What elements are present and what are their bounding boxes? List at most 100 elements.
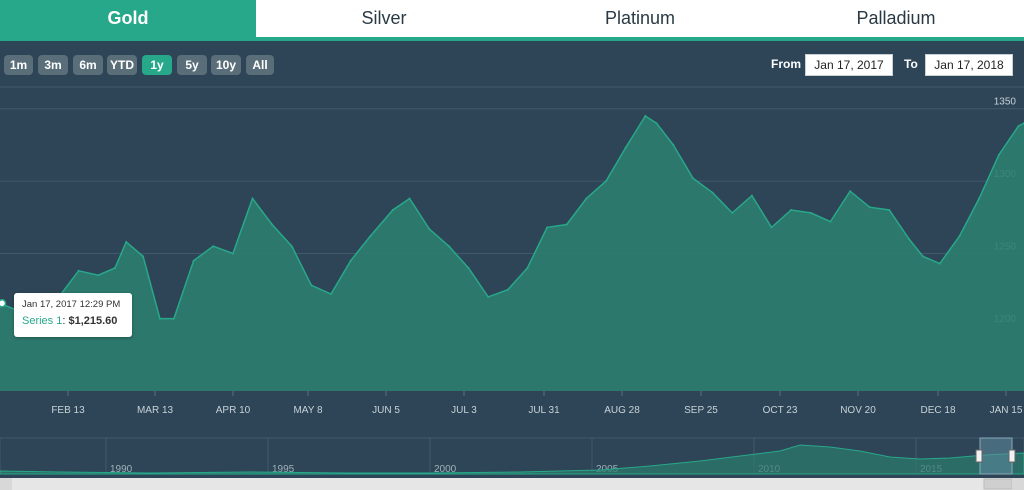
- x-tick-label: FEB 13: [51, 405, 85, 416]
- zoom-button-10y[interactable]: 10y: [211, 55, 241, 75]
- data-point: [790, 209, 793, 211]
- data-point: [212, 245, 215, 248]
- tab-palladium[interactable]: Palladium: [856, 8, 936, 28]
- data-point: [142, 255, 145, 258]
- navigator-right-handle: [1008, 449, 1016, 463]
- data-point: [290, 245, 293, 248]
- scrollbar-track: [0, 478, 1024, 490]
- data-point: [829, 220, 832, 223]
- x-tick-label: JUL 3: [451, 405, 477, 416]
- tooltip-date: Jan 17, 2017 12:29 PM: [22, 299, 121, 310]
- data-tooltip: Jan 17, 2017 12:29 PM Series 1: $1,215.6…: [14, 293, 132, 337]
- data-point: [997, 154, 1000, 156]
- data-point: [922, 255, 924, 258]
- data-point: [605, 180, 607, 183]
- data-point: [888, 209, 891, 211]
- data-point: [349, 259, 352, 262]
- from-label: From: [771, 57, 801, 71]
- data-point: [369, 235, 372, 238]
- zoom-button-all[interactable]: All: [246, 55, 274, 75]
- data-point: [565, 223, 568, 226]
- zoom-button-1y[interactable]: 1y: [142, 55, 172, 75]
- tab-silver[interactable]: Silver: [361, 8, 407, 28]
- metal-tabs: Gold Silver Platinum Palladium: [0, 0, 1024, 37]
- scrollbar-left-arrow: [0, 478, 12, 490]
- navigator-label: 1990: [110, 464, 133, 475]
- data-point: [731, 211, 734, 214]
- series-line: [0, 114, 1024, 327]
- data-point: [391, 209, 394, 211]
- data-point: [692, 177, 694, 180]
- data-point: [97, 274, 100, 277]
- data-point: [978, 197, 981, 200]
- x-tick-label: OCT 23: [763, 405, 798, 416]
- data-point: [849, 190, 852, 193]
- data-point: [624, 146, 627, 149]
- zoom-button-6m[interactable]: 6m: [73, 55, 103, 75]
- x-tick-label: NOV 20: [840, 405, 876, 416]
- data-point: [506, 288, 509, 291]
- zoom-button-5y[interactable]: 5y: [177, 55, 207, 75]
- navigator-area: [0, 444, 1024, 475]
- tooltip-value: $1,215.60: [68, 315, 118, 327]
- data-point: [868, 206, 871, 209]
- data-point: [655, 122, 658, 125]
- zoom-button-ytd[interactable]: YTD: [107, 55, 137, 75]
- to-date-input[interactable]: Jan 17, 2018: [925, 54, 1013, 76]
- data-point: [447, 245, 450, 248]
- data-point: [711, 191, 714, 194]
- navigator-label: 1995: [272, 464, 295, 475]
- data-point: [750, 194, 753, 197]
- zoom-button-3m[interactable]: 3m: [38, 55, 68, 75]
- zoom-button-1m[interactable]: 1m: [4, 55, 33, 75]
- tab-underline: [0, 37, 1024, 41]
- data-point: [770, 226, 773, 229]
- from-date-input[interactable]: Jan 17, 2017: [805, 54, 893, 76]
- data-point: [938, 262, 941, 265]
- data-point: [546, 226, 549, 229]
- navigator-selection: [979, 437, 1013, 475]
- x-tick-label: SEP 25: [684, 405, 718, 416]
- data-point: [467, 267, 470, 269]
- data-point: [330, 293, 332, 295]
- x-tick-label: MAR 13: [137, 405, 174, 416]
- data-point: [672, 143, 675, 146]
- data-point: [958, 235, 961, 238]
- x-tick-label: JUL 31: [528, 405, 560, 416]
- data-point: [585, 197, 588, 200]
- data-point: [310, 284, 313, 287]
- data-point: [125, 240, 128, 243]
- to-label: To: [904, 57, 918, 71]
- x-tick-label: AUG 28: [604, 405, 640, 416]
- data-point: [172, 317, 175, 320]
- scrollbar-thumb: [983, 478, 1013, 490]
- data-point: [1017, 125, 1020, 128]
- x-tick-label: JAN 15: [990, 405, 1023, 416]
- y-tick-label: 1350: [994, 97, 1017, 108]
- tooltip-series-name: Series 1: [22, 315, 63, 327]
- data-point: [114, 267, 116, 269]
- x-tick-label: DEC 18: [920, 405, 955, 416]
- data-point: [408, 197, 411, 200]
- x-tick-label: JUN 5: [372, 405, 400, 416]
- data-point: [487, 295, 490, 298]
- data-point: [908, 238, 910, 240]
- data-point: [526, 267, 529, 269]
- data-point: [192, 259, 195, 262]
- data-point: [809, 211, 812, 214]
- data-point: [428, 227, 431, 230]
- data-point: [644, 115, 647, 117]
- data-point: [271, 223, 274, 226]
- x-tick-label: MAY 8: [293, 405, 323, 416]
- data-point: [231, 252, 234, 255]
- x-tick-label: APR 10: [216, 405, 251, 416]
- navigator-left-handle: [975, 449, 983, 463]
- tab-gold[interactable]: Gold: [0, 0, 256, 37]
- area-fill: [0, 116, 1024, 391]
- data-point: [158, 317, 161, 320]
- tab-platinum[interactable]: Platinum: [604, 8, 676, 28]
- navigator-label: 2000: [434, 464, 457, 475]
- hover-marker: [0, 299, 7, 308]
